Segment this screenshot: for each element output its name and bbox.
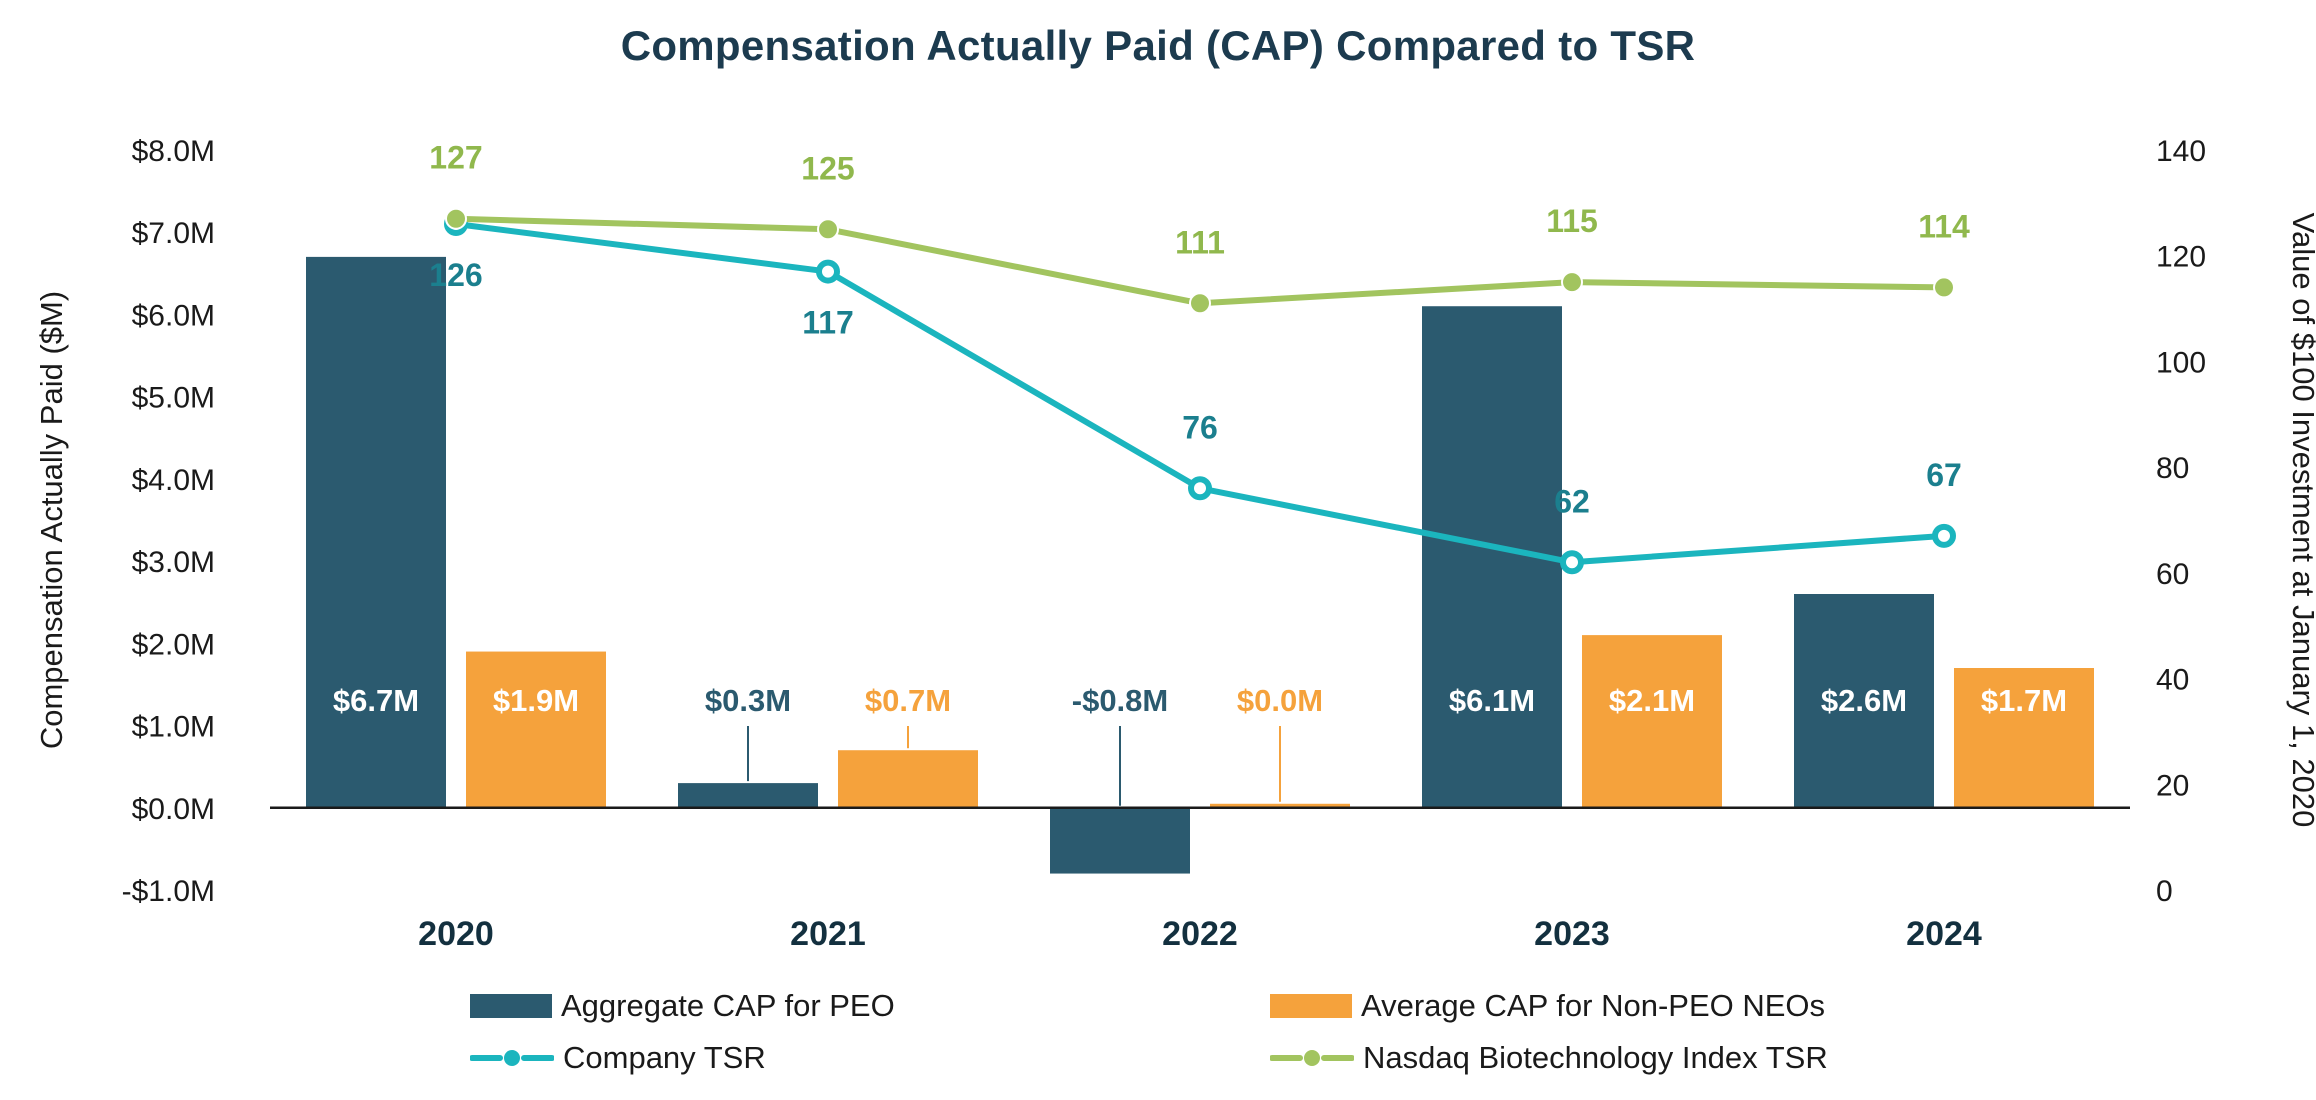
left-axis-tick-label: $7.0M — [132, 217, 215, 250]
legend-item: Average CAP for Non-PEO NEOs — [1270, 988, 1828, 1024]
line-value-label: 62 — [1554, 483, 1590, 519]
bar-neo — [1582, 635, 1722, 808]
bar-neo — [1210, 803, 1350, 808]
legend-label: Average CAP for Non-PEO NEOs — [1361, 988, 1826, 1023]
right-axis-tick-label: 80 — [2156, 452, 2189, 485]
legend-item: Nasdaq Biotechnology Index TSR — [1270, 1040, 1828, 1076]
bar-peo — [1050, 807, 1190, 874]
x-axis-year-label: 2021 — [790, 915, 866, 953]
bar-neo — [466, 651, 606, 808]
line-marker — [445, 207, 467, 230]
right-axis-tick-label: 120 — [2156, 241, 2206, 274]
right-axis-tick-label: 40 — [2156, 664, 2189, 697]
bar-peo — [678, 783, 818, 808]
line-value-label: 67 — [1926, 457, 1962, 493]
left-axis-title: Compensation Actually Paid ($M) — [34, 291, 69, 749]
left-axis-tick-label: $4.0M — [132, 464, 215, 497]
line-marker — [1189, 292, 1211, 315]
line-marker — [1933, 276, 1955, 299]
line-value-label: 126 — [429, 257, 482, 293]
bar-value-label: $2.6M — [1821, 683, 1907, 718]
line-value-label: 127 — [429, 140, 482, 176]
line-value-label: 111 — [1175, 224, 1225, 260]
bar-value-label: $6.7M — [333, 683, 419, 718]
left-axis-tick-label: -$1.0M — [122, 875, 215, 908]
line-value-label: 125 — [801, 150, 854, 186]
line-marker — [1188, 476, 1212, 501]
right-axis-title: Value of $100 Investment at January 1, 2… — [2286, 213, 2316, 828]
bar-value-label: $1.7M — [1981, 683, 2067, 718]
legend-label: Company TSR — [563, 1040, 766, 1075]
left-axis-tick-label: $0.0M — [132, 793, 215, 826]
right-axis-tick-label: 100 — [2156, 346, 2206, 379]
line-value-label: 117 — [802, 305, 854, 341]
x-axis-year-label: 2023 — [1534, 915, 1610, 953]
left-axis-tick-label: $3.0M — [132, 546, 215, 579]
left-axis-tick-label: $8.0M — [132, 135, 215, 168]
line-value-label: 76 — [1182, 409, 1218, 445]
line-marker — [817, 218, 839, 241]
left-axis-tick-label: $2.0M — [132, 628, 215, 661]
left-axis-tick-label: $1.0M — [132, 711, 215, 744]
bar-peo — [306, 256, 446, 808]
company-tsr-line — [453, 221, 1947, 566]
chart-title: Compensation Actually Paid (CAP) Compare… — [620, 22, 1696, 69]
line-value-label: 114 — [1918, 208, 1970, 244]
line-value-label: 115 — [1546, 203, 1598, 239]
legend: Aggregate CAP for PEO Average CAP for Non… — [470, 988, 1828, 1076]
bar-neo — [1954, 668, 2094, 808]
bar-peo — [1794, 594, 1934, 808]
legend-bar-swatch — [470, 994, 552, 1018]
legend-bar-swatch — [1270, 994, 1352, 1018]
bar-value-label: -$0.8M — [1072, 683, 1168, 718]
line-marker — [1560, 550, 1584, 575]
right-axis-tick-label: 0 — [2156, 875, 2173, 908]
x-axis-year-label: 2022 — [1162, 915, 1238, 953]
x-axis-year-label: 2024 — [1906, 915, 1982, 953]
line-marker — [816, 259, 840, 284]
bar-value-label: $2.1M — [1609, 683, 1695, 718]
right-axis-tick-label: 60 — [2156, 558, 2189, 591]
right-axis-tick-label: 140 — [2156, 135, 2206, 168]
legend-label: Aggregate CAP for PEO — [561, 988, 895, 1023]
bar-neo — [838, 750, 978, 808]
legend-label: Nasdaq Biotechnology Index TSR — [1363, 1040, 1828, 1075]
bar-value-label: $0.3M — [705, 683, 791, 718]
left-axis-tick-label: $6.0M — [132, 299, 215, 332]
left-axis-tick-label: $5.0M — [132, 382, 215, 415]
line-marker — [1561, 271, 1583, 294]
x-axis-year-label: 2020 — [418, 915, 494, 953]
bar-value-label: $0.7M — [865, 683, 951, 718]
right-axis-tick-label: 20 — [2156, 769, 2189, 802]
legend-item: Company TSR — [470, 1040, 1270, 1076]
bar-value-label: $0.0M — [1237, 683, 1323, 718]
legend-line-swatch — [1270, 1050, 1354, 1066]
line-marker — [1932, 523, 1956, 548]
bar-value-label: $6.1M — [1449, 683, 1535, 718]
legend-line-swatch — [470, 1050, 554, 1066]
legend-item: Aggregate CAP for PEO — [470, 988, 1270, 1024]
bar-value-label: $1.9M — [493, 683, 579, 718]
